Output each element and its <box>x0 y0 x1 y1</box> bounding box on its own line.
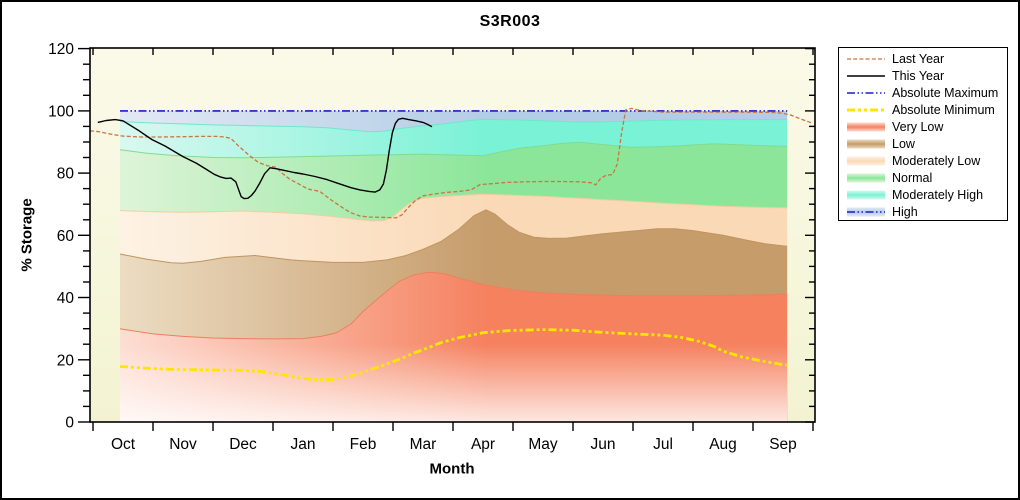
x-tick-label: Apr <box>471 436 495 453</box>
legend-swatch <box>847 173 885 182</box>
legend-label: Absolute Minimum <box>892 102 995 117</box>
line-absolute-minimum <box>120 328 788 382</box>
legend-item-very-low: Very Low <box>839 118 1007 135</box>
x-tick-label: Aug <box>709 436 737 453</box>
legend-label: Moderately Low <box>892 153 981 168</box>
band-moderately-low <box>120 194 788 264</box>
legend-item-moderately-low: Moderately Low <box>839 152 1007 169</box>
legend-item-last-year: Last Year <box>839 50 1007 67</box>
ticks <box>78 47 815 431</box>
legend-label: Normal <box>892 170 933 185</box>
band-low <box>120 209 788 339</box>
legend-label: Low <box>892 136 915 151</box>
legend-swatch <box>847 156 885 165</box>
line-this-year <box>97 117 433 200</box>
x-tick-label: Dec <box>229 436 257 453</box>
x-tick-label: Sep <box>769 436 797 453</box>
y-tick-label: 80 <box>57 166 75 183</box>
y-tick-label: 0 <box>65 415 74 432</box>
x-tick-label: May <box>528 436 558 453</box>
legend-label: This Year <box>892 68 945 83</box>
y-tick-label: 20 <box>57 352 75 369</box>
legend-item-moderately-high: Moderately High <box>839 186 1007 203</box>
chart-title: S3R003 <box>479 13 541 30</box>
legend-swatch <box>847 190 885 199</box>
legend-swatch <box>847 74 885 77</box>
legend-swatch <box>847 57 885 60</box>
bottom-fade <box>120 344 787 422</box>
y-tick-label: 40 <box>57 290 75 307</box>
band-moderately-high <box>120 119 788 158</box>
x-axis-label: Month <box>429 460 475 478</box>
legend-swatch <box>847 91 885 94</box>
legend-item-normal: Normal <box>839 169 1007 186</box>
line-last-year <box>90 107 813 219</box>
legend-label: High <box>892 204 918 219</box>
legend-item-this-year: This Year <box>839 67 1007 84</box>
x-tick-label: Feb <box>350 436 377 453</box>
band-high <box>120 110 788 132</box>
y-tick-label: 100 <box>48 103 74 120</box>
x-tick-label: Jan <box>291 436 316 453</box>
x-tick-label: Nov <box>169 436 197 453</box>
legend-label: Last Year <box>892 51 945 66</box>
series-lines <box>90 107 813 382</box>
band-normal <box>120 142 788 221</box>
x-tick-label: Jun <box>591 436 616 453</box>
legend-swatch <box>847 108 885 111</box>
legend-item-low: Low <box>839 135 1007 152</box>
legend-swatch <box>847 207 885 216</box>
y-tick-label: 120 <box>48 41 74 58</box>
bands <box>119 110 788 422</box>
y-tick-label: 60 <box>57 228 75 245</box>
legend-label: Moderately High <box>892 187 984 202</box>
legend-item-absolute-minimum: Absolute Minimum <box>839 101 1007 118</box>
legend-item-high: High <box>839 203 1007 220</box>
tick-labels: 0 20 40 60 80 100 120 Oct Nov Dec Jan Feb Mar Apr May J… <box>48 41 797 453</box>
x-tick-label: Mar <box>410 436 437 453</box>
legend-swatch <box>847 122 885 131</box>
legend: Last Year This Year Absolute Maximum Absolu… <box>838 47 1008 221</box>
legend-swatch <box>847 139 885 148</box>
legend-label: Absolute Maximum <box>892 85 999 100</box>
y-axis-label: % Storage <box>18 198 36 272</box>
x-tick-label: Oct <box>111 436 136 453</box>
x-tick-label: Jul <box>653 436 673 453</box>
legend-label: Very Low <box>892 119 944 134</box>
legend-item-absolute-maximum: Absolute Maximum <box>839 84 1007 101</box>
